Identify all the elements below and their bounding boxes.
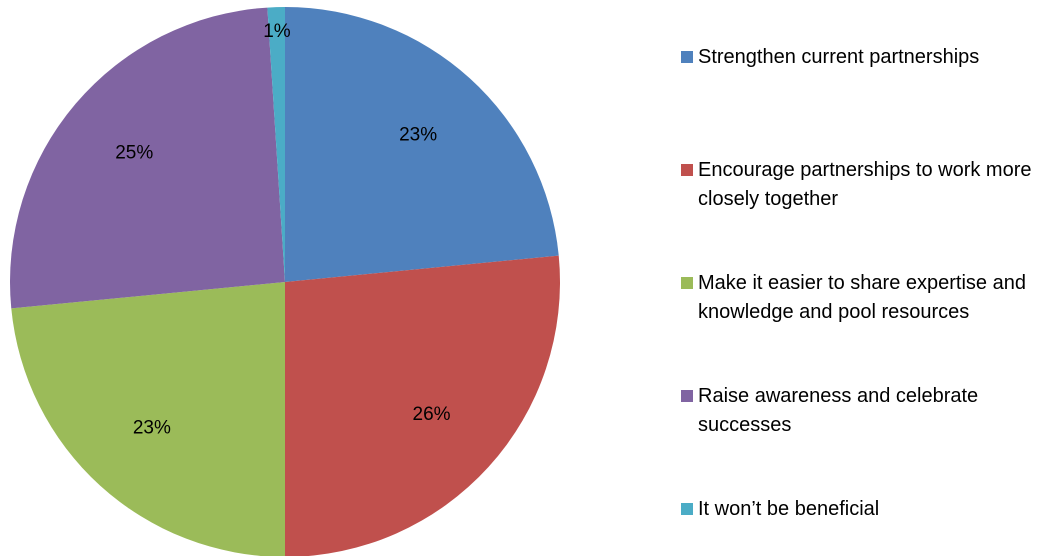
legend-item-raise-awareness: Raise awareness and celebrate successes bbox=[681, 382, 1059, 440]
legend-swatch bbox=[681, 277, 693, 289]
legend-swatch bbox=[681, 51, 693, 63]
legend-label: Raise awareness and celebrate successes bbox=[698, 382, 1058, 440]
legend-item-share-expertise: Make it easier to share expertise and kn… bbox=[681, 269, 1059, 327]
slice-data-label-2: 23% bbox=[133, 418, 171, 439]
slice-data-label-3: 25% bbox=[115, 143, 153, 164]
pie-chart: 23% 26% 23% 25% 1% bbox=[0, 0, 580, 556]
legend-label: Make it easier to share expertise and kn… bbox=[698, 269, 1058, 327]
legend-label: Encourage partnerships to work more clos… bbox=[698, 156, 1058, 214]
slice-data-label-4: 1% bbox=[263, 21, 291, 42]
legend-swatch bbox=[681, 503, 693, 515]
legend-item-encourage-partnerships: Encourage partnerships to work more clos… bbox=[681, 156, 1059, 214]
slice-data-label-1: 26% bbox=[413, 404, 451, 425]
legend-label: It won’t be beneficial bbox=[698, 495, 879, 524]
legend-label: Strengthen current partnerships bbox=[698, 43, 979, 72]
legend-item-strengthen-current-partnerships: Strengthen current partnerships bbox=[681, 43, 1059, 72]
legend-swatch bbox=[681, 164, 693, 176]
legend-item-wont-be-beneficial: It won’t be beneficial bbox=[681, 495, 1059, 524]
legend-swatch bbox=[681, 390, 693, 402]
pie-slices bbox=[10, 7, 560, 556]
slice-data-label-0: 23% bbox=[399, 124, 437, 145]
